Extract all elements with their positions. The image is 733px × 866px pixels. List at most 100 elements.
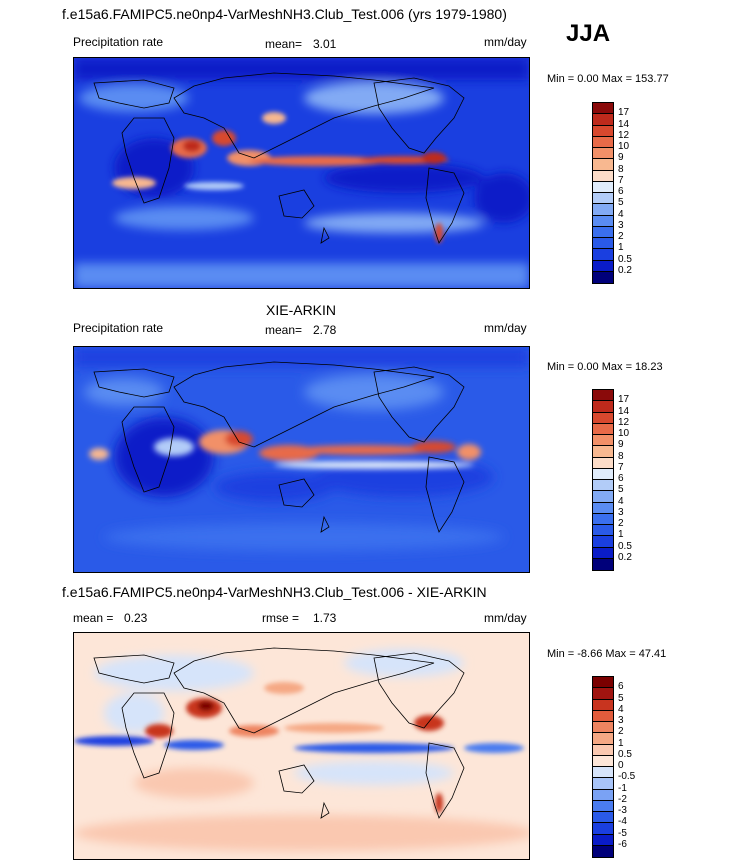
colorbar-tick-label: 3 [618,715,624,726]
colorbar-tick-label: 7 [618,461,624,473]
colorbar-swatch [593,755,613,767]
colorbar-tick-label: 2 [618,726,624,738]
colorbar-swatch [593,103,613,115]
colorbar-swatch [593,845,613,857]
colorbar-tick-label: 9 [618,152,624,164]
colorbar-swatch [593,204,613,216]
colorbar-tick-label: 14 [618,405,630,417]
colorbar-tick-label: 0.5 [618,540,632,552]
colorbar-tick-label: -4 [618,816,627,828]
panel-3-minmax: Min = -8.66 Max = 47.41 [547,648,667,660]
colorbar-tick-label: 4 [618,208,624,220]
colorbar-swatch [593,181,613,193]
colorbar-swatch [593,125,613,137]
colorbar-swatch [593,170,613,182]
colorbar-swatch [593,502,613,514]
colorbar-tick-label: 1 [618,242,624,254]
colorbar-tick-label: 10 [618,141,630,152]
colorbar-tick-label: 6 [618,186,624,197]
panel-1-title: f.e15a6.FAMIPC5.ne0np4-VarMeshNH3.Club_T… [62,6,507,22]
colorbar-tick-label: -0.5 [618,771,636,783]
colorbar-swatch [593,136,613,148]
colorbar-tick-label: 1 [618,737,624,749]
colorbar-swatch [593,491,613,503]
colorbar-tick-label: 12 [618,416,630,428]
colorbar-tick-label: -2 [618,793,627,805]
panel-2-minmax: Min = 0.00 Max = 18.23 [547,361,663,373]
panel-1-mean-value: 3.01 [313,37,337,51]
colorbar-tick-label: 3 [618,506,624,518]
colorbar-swatch [593,114,613,126]
colorbar-tick-label: 1 [618,529,624,541]
panel-3-rmse-value: 1.73 [313,611,337,625]
colorbar-swatch [593,688,613,700]
colorbar-swatch [593,435,613,447]
panel-3-units: mm/day [484,611,527,625]
colorbar-tick-label: 5 [618,197,624,209]
colorbar-swatch [593,699,613,711]
colorbar-tick-label: 6 [618,681,624,693]
panel-2-map-svg [74,347,529,572]
colorbar-swatch [593,547,613,559]
colorbar-swatch [593,733,613,745]
colorbar-swatch [593,812,613,824]
colorbar-tick-label: 3 [618,219,624,231]
colorbar-tick-label: 17 [618,394,630,406]
colorbar-swatch [593,238,613,250]
colorbar-swatch [593,423,613,435]
panel-2-mean-label: mean= [265,323,303,337]
colorbar-swatch [593,412,613,424]
colorbar-tick-label: 4 [618,703,624,715]
colorbar-swatch [593,789,613,801]
panel-2-map [73,346,530,573]
panel-3-rmse-label: rmse = [262,611,300,625]
colorbar-tick-label: 9 [618,439,624,451]
colorbar-swatch [593,457,613,469]
colorbar-swatch [593,446,613,458]
colorbar-swatch [593,260,613,272]
colorbar-swatch [593,778,613,790]
panel-1-mean-label: mean= [265,37,303,51]
colorbar-tick-label: 5 [618,692,624,704]
panel-3-mean-label: mean = [73,611,114,625]
colorbar-tick-label: 0.2 [618,551,632,563]
colorbar-tick-label: 0 [618,760,624,771]
colorbar-swatch [593,536,613,548]
colorbar-swatch [593,468,613,480]
panel-2-units: mm/day [484,321,527,335]
panel-2-variable-label: Precipitation rate [73,321,164,335]
colorbar-tick-label: 14 [618,118,630,130]
panel-1-units: mm/day [484,35,527,49]
panel-2-title: XIE-ARKIN [266,302,337,318]
colorbar-swatch [593,677,613,689]
colorbar-tick-label: -6 [618,838,627,850]
colorbar-swatch [593,271,613,283]
panel-3-mean-value: 0.23 [124,611,148,625]
panel-3-title: f.e15a6.FAMIPC5.ne0np4-VarMeshNH3.Club_T… [62,584,487,600]
colorbar-tick-label: 4 [618,495,624,507]
colorbar-tick-label: 0.5 [618,748,632,760]
colorbar-swatch [593,159,613,171]
colorbar-swatch [593,513,613,525]
colorbar-tick-label: 0.2 [618,264,632,276]
colorbar-tick-label: 17 [618,107,630,119]
colorbar-tick-label: -3 [618,805,627,816]
colorbar-tick-label: -5 [618,827,627,839]
colorbar-swatch [593,193,613,205]
colorbar-tick-label: 10 [618,428,630,439]
colorbar-swatch [593,249,613,261]
colorbar-swatch [593,558,613,570]
colorbar-tick-label: 6 [618,473,624,484]
season-label: JJA [566,20,611,47]
colorbar-swatch [593,215,613,227]
panel-1-colorbar [592,102,614,284]
colorbar-swatch [593,823,613,835]
colorbar-tick-label: 2 [618,231,624,242]
colorbar-tick-label: 2 [618,518,624,529]
panel-1-minmax: Min = 0.00 Max = 153.77 [547,73,669,85]
panel-2-mean-value: 2.78 [313,323,337,337]
colorbar-swatch [593,148,613,160]
colorbar-swatch [593,834,613,846]
colorbar-swatch [593,710,613,722]
